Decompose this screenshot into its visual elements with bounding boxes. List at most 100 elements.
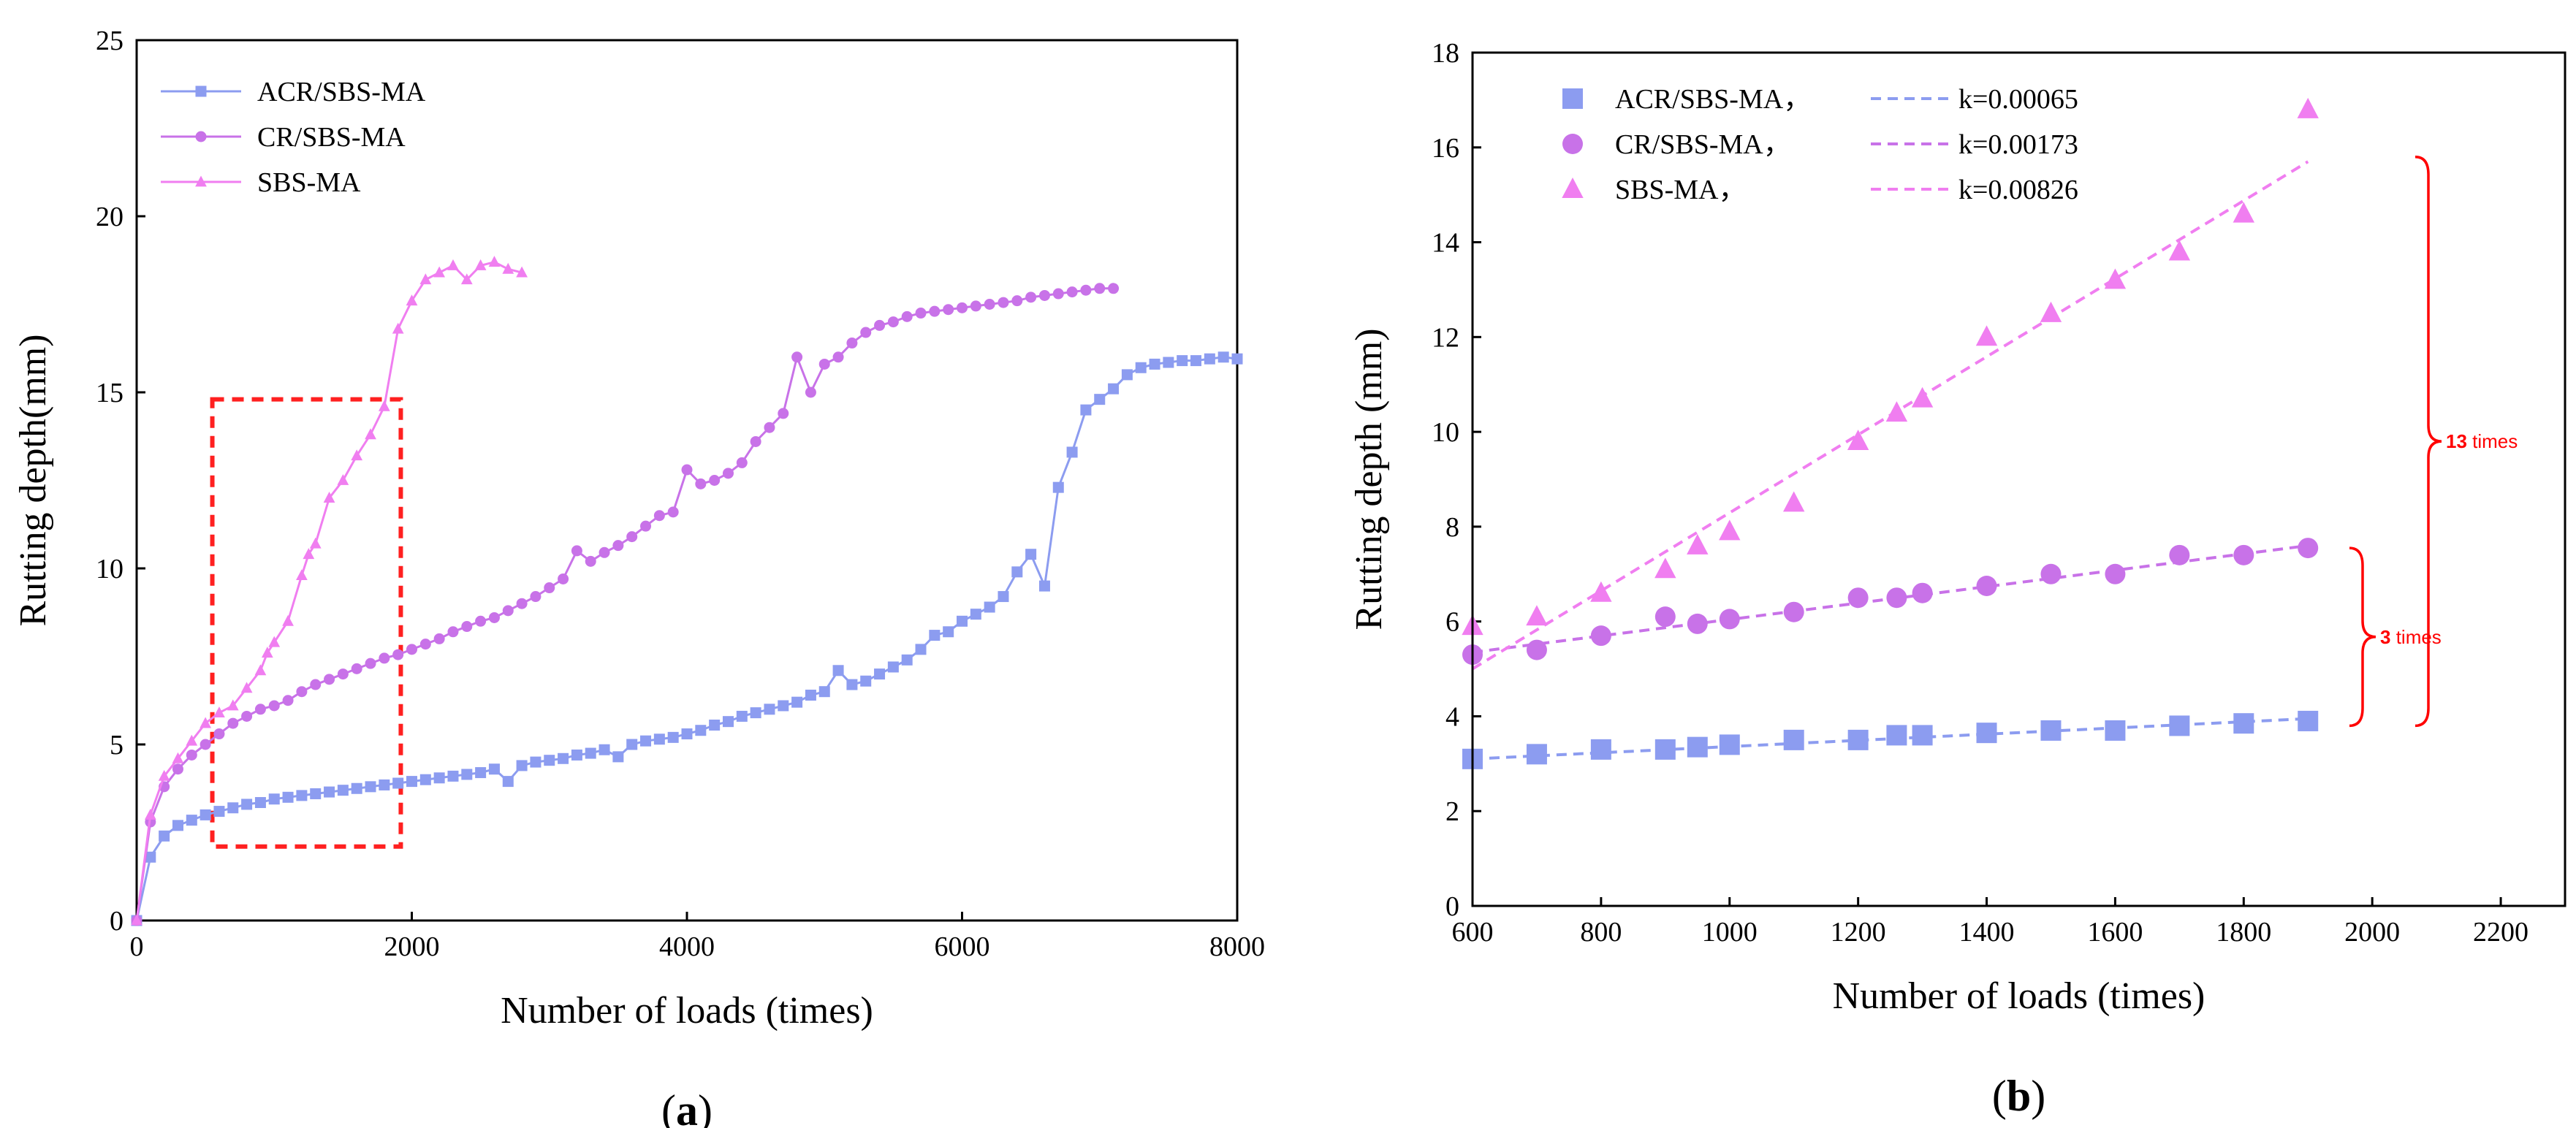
y-axis-title-a: Rutting depth(mm) [12,334,54,626]
legend-item-acr-sbs-ma: ACR/SBS-MA， k=0.00065 [1562,84,2078,115]
y-tick-label: 18 [1432,38,1459,69]
data-point [351,782,362,794]
data-point [2168,240,2191,261]
data-point [1912,725,1933,746]
data-point [544,755,555,766]
y-axis-title-b: Rutting depth (mm) [1348,328,1390,630]
data-point [254,704,266,715]
data-point [461,621,473,633]
data-point [970,609,981,620]
data-point [901,310,913,322]
data-point [254,797,266,809]
data-point [1052,481,1064,493]
y-tick-label: 8 [1445,512,1459,543]
data-point [1080,404,1092,416]
data-point [709,719,721,731]
data-point [2104,268,2127,289]
data-point [929,630,941,641]
data-point [1886,587,1907,609]
data-point [240,682,253,693]
chart-panel-b: 600 800 1000 1200 1400 1600 1800 2000 2200 0 2 4 6 8 1… [1348,38,2566,1120]
data-point [1231,353,1243,365]
data-point [1885,401,1908,422]
data-point [764,704,775,715]
data-point [1066,286,1078,298]
data-point [406,644,417,655]
data-point [268,700,280,712]
data-point [296,790,308,801]
data-point [1912,582,1933,603]
data-point [379,779,390,790]
data-point [261,647,273,658]
data-point [1526,744,1547,765]
data-point [186,749,197,761]
data-point [296,686,308,698]
data-point [667,506,679,518]
data-point [695,478,707,489]
data-point [778,408,789,419]
data-point [874,319,886,331]
data-point [1783,601,1804,622]
data-point [516,266,528,278]
data-point [764,422,775,433]
series-line [135,356,1238,921]
y-tick-label: 16 [1432,133,1459,164]
data-point [2233,544,2254,565]
data-point [2298,538,2319,559]
data-point [1976,723,1997,744]
y-tick-label: 25 [96,26,124,56]
data-point [351,449,363,461]
data-point [406,294,418,306]
data-point [2298,710,2319,731]
y-tick-label: 12 [1432,322,1459,353]
data-point [640,735,652,747]
data-point [653,733,665,745]
data-point [1719,519,1741,541]
data-point [750,435,761,447]
legend-fit-label: k=0.00173 [1958,129,2078,160]
data-point [832,351,844,363]
data-point [709,475,721,486]
x-axis-title-b: Number of loads (times) [1833,975,2205,1017]
axis-ticks-a: 0 2000 4000 6000 8000 0 5 10 15 20 25 [96,26,1265,962]
series-line [135,287,1114,921]
data-point [791,351,803,363]
data-point [585,747,596,759]
data-point [2105,720,2126,741]
data-point [131,914,143,926]
data-point [1886,725,1907,746]
data-point [612,751,624,763]
x-tick-label: 6000 [935,931,990,962]
data-point [200,739,211,750]
data-point [1687,736,1708,758]
data-point [310,679,322,690]
data-point [282,695,294,706]
data-point [957,302,968,313]
data-point [1719,609,1740,630]
data-point [984,601,995,613]
data-point [324,674,335,685]
data-point [2040,301,2062,322]
x-tick-label: 0 [130,931,144,962]
data-point [887,661,899,673]
legend-label: CR/SBS-MA， [1615,129,1791,160]
data-point [1149,358,1160,370]
data-point [419,639,431,650]
data-point [502,776,514,788]
data-point [805,690,816,701]
data-point [227,717,239,729]
data-point [957,615,968,627]
data-point [433,633,445,644]
series-cr-sbs-ma [1462,538,2319,666]
data-point [379,652,390,664]
legend-marker [1562,178,1584,198]
data-point [1094,283,1106,294]
data-point [599,744,610,755]
panel-label-a-close: ) [698,1086,713,1128]
data-point [186,734,198,746]
panel-label-a: (a) [661,1086,713,1128]
data-point [1121,369,1133,381]
x-tick-label: 4000 [659,931,715,962]
data-point [1163,357,1174,368]
data-point [860,327,872,338]
